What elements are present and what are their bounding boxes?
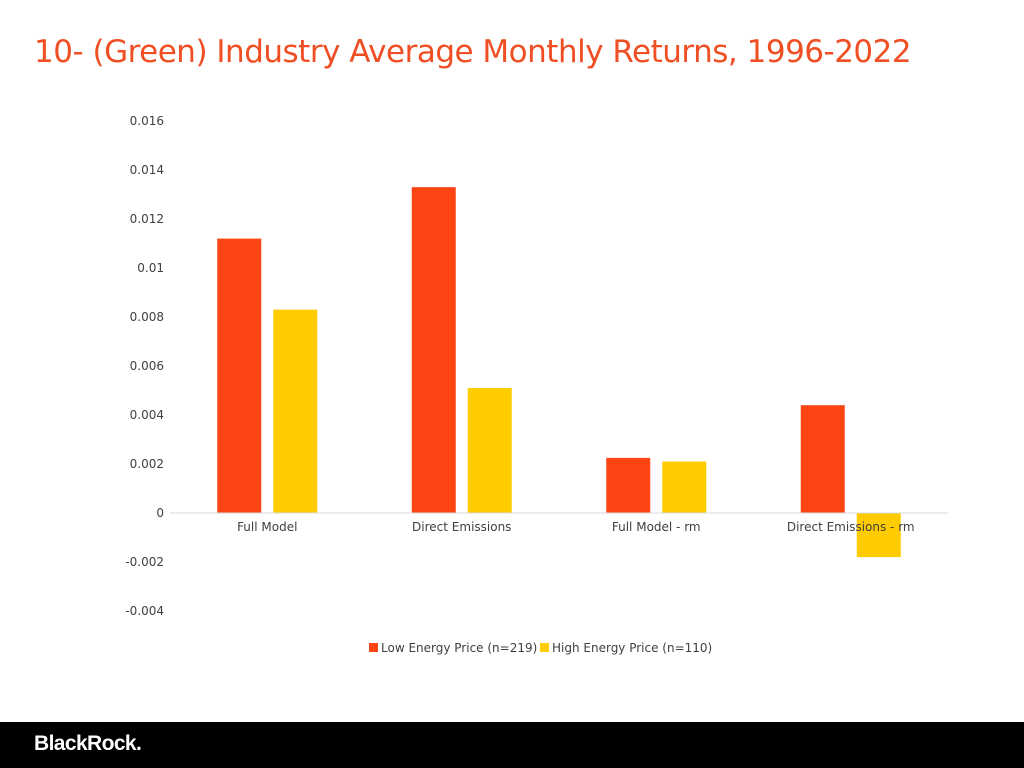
y-tick-label: 0.002 [130, 457, 164, 471]
legend-swatch [369, 643, 378, 652]
bar-low-3 [800, 405, 845, 513]
x-category-label: Direct Emissions [412, 520, 511, 534]
y-tick-label: -0.004 [125, 604, 164, 618]
bar-low-1 [411, 187, 456, 513]
x-category-label: Full Model - rm [612, 520, 701, 534]
y-tick-label: 0.01 [137, 261, 164, 275]
y-tick-label: 0.006 [130, 359, 164, 373]
y-tick-label: 0.008 [130, 310, 164, 324]
y-axis-ticks: 0.016 0.014 0.012 0.01 0.008 0.006 0.004 0.002 0… [125, 114, 164, 618]
legend-label: Low Energy Price (n=219) [381, 641, 537, 655]
footer-bar: BlackRock. [0, 722, 1024, 768]
bar-high-3 [856, 513, 901, 558]
bar-high-2 [662, 461, 707, 513]
bar-high-1 [467, 388, 512, 513]
slide-title: 10- (Green) Industry Average Monthly Ret… [34, 34, 912, 70]
y-tick-label: 0.014 [130, 163, 164, 177]
x-category-label: Direct Emissions - rm [787, 520, 915, 534]
bar-chart: 0.016 0.014 0.012 0.01 0.008 0.006 0.004 0.002 0… [125, 114, 948, 655]
bars [217, 187, 901, 558]
legend: Low Energy Price (n=219) High Energy Pric… [369, 641, 712, 655]
blackrock-logo: BlackRock. [34, 732, 142, 755]
x-category-label: Full Model [237, 520, 297, 534]
legend-swatch [540, 643, 549, 652]
y-tick-label: 0.004 [130, 408, 164, 422]
y-tick-label: 0.016 [130, 114, 164, 128]
x-axis-labels: Full Model Direct Emissions Full Model - r… [237, 520, 915, 534]
bar-low-0 [217, 238, 262, 513]
y-tick-label: 0.012 [130, 212, 164, 226]
y-tick-label: 0 [156, 506, 164, 520]
legend-label: High Energy Price (n=110) [552, 641, 712, 655]
bar-low-2 [606, 457, 651, 513]
y-tick-label: -0.002 [125, 555, 164, 569]
bar-high-0 [273, 309, 318, 513]
